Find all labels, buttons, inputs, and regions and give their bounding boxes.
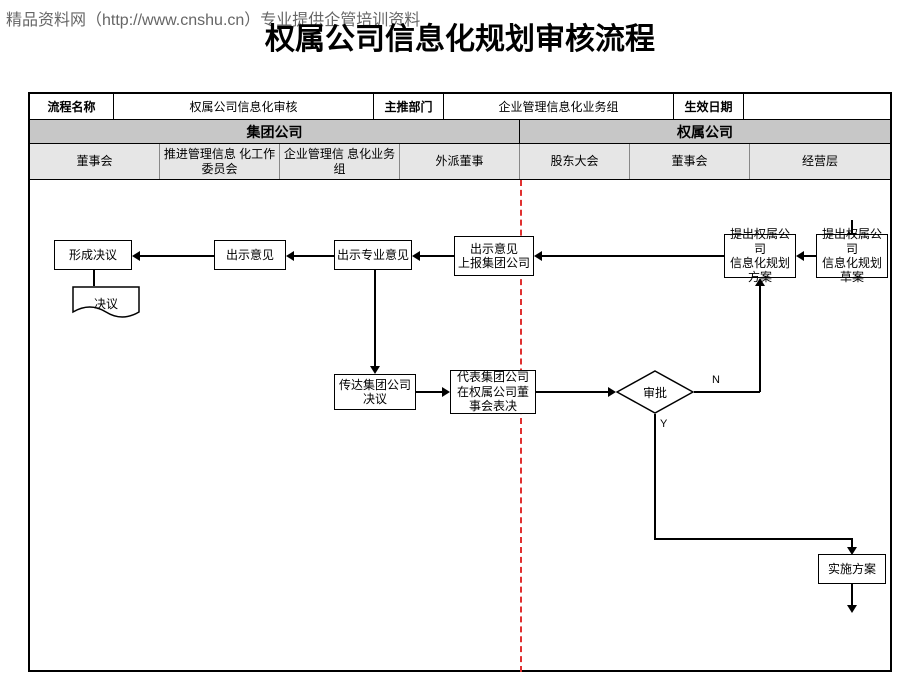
arrow-plan-opinion4 <box>541 255 724 257</box>
conn-n-v <box>759 285 761 392</box>
node-implement: 实施方案 <box>818 554 886 584</box>
arrow-draft-plan <box>803 255 816 257</box>
node-prof-opinion: 出示专业意见 <box>334 240 412 270</box>
label-n: N <box>712 374 720 386</box>
lane-5: 股东大会 <box>520 144 630 179</box>
meta-row: 流程名称 权属公司信息化审核 主推部门 企业管理信息化业务组 生效日期 <box>30 94 890 120</box>
meta-name-label: 流程名称 <box>30 94 114 119</box>
meta-date-label: 生效日期 <box>674 94 744 119</box>
meta-dept-label: 主推部门 <box>374 94 444 119</box>
conn-y-into <box>851 538 853 548</box>
arrow-vote-approve <box>536 391 609 393</box>
node-vote: 代表集团公司 在权属公司董 事会表决 <box>450 370 536 414</box>
swimlane-body: 提出权属公司 信息化规划 草案 提出权属公司 信息化规划 方案 出示意见 上报集… <box>30 180 890 672</box>
label-y: Y <box>660 418 667 430</box>
lane-6: 董事会 <box>630 144 750 179</box>
node-opinion: 出示意见 <box>214 240 286 270</box>
arrow-op4-op3 <box>419 255 454 257</box>
lane-2: 推进管理信息 化工作委员会 <box>160 144 280 179</box>
lane-row: 董事会 推进管理信息 化工作委员会 企业管理信 息化业务组 外派董事 股东大会 … <box>30 144 890 180</box>
arrow-end <box>851 584 853 606</box>
node-plan: 提出权属公司 信息化规划 方案 <box>724 234 796 278</box>
arrow-op3-op2 <box>293 255 334 257</box>
lane-4: 外派董事 <box>400 144 520 179</box>
node-resolution: 形成决议 <box>54 240 132 270</box>
meta-dept-value: 企业管理信息化业务组 <box>444 94 674 119</box>
node-opinion-report: 出示意见 上报集团公司 <box>454 236 534 276</box>
lane-3: 企业管理信 息化业务组 <box>280 144 400 179</box>
conn-y-v <box>654 414 656 538</box>
doc-resolution: 决议 <box>72 286 140 320</box>
lane-7: 经营层 <box>750 144 890 179</box>
page-title: 权属公司信息化规划审核流程 <box>0 14 920 58</box>
decision-approve-label: 审批 <box>643 384 667 401</box>
arrow-convey-vote <box>416 391 443 393</box>
conn-n-h <box>694 391 760 393</box>
lane-1: 董事会 <box>30 144 160 179</box>
band-row: 集团公司 权属公司 <box>30 120 890 144</box>
meta-name-value: 权属公司信息化审核 <box>114 94 374 119</box>
arrow-prof-convey <box>374 270 376 367</box>
doc-resolution-label: 决议 <box>94 295 118 312</box>
band-left: 集团公司 <box>30 120 520 143</box>
decision-approve: 审批 <box>616 370 694 414</box>
meta-date-value <box>744 94 890 119</box>
band-right: 权属公司 <box>520 120 890 143</box>
conn-res-doc <box>93 270 95 286</box>
diagram-frame: 流程名称 权属公司信息化审核 主推部门 企业管理信息化业务组 生效日期 集团公司… <box>28 92 892 672</box>
arrow-op2-res <box>139 255 214 257</box>
conn-y-h <box>654 538 851 540</box>
node-draft: 提出权属公司 信息化规划 草案 <box>816 234 888 278</box>
node-convey: 传达集团公司 决议 <box>334 374 416 410</box>
